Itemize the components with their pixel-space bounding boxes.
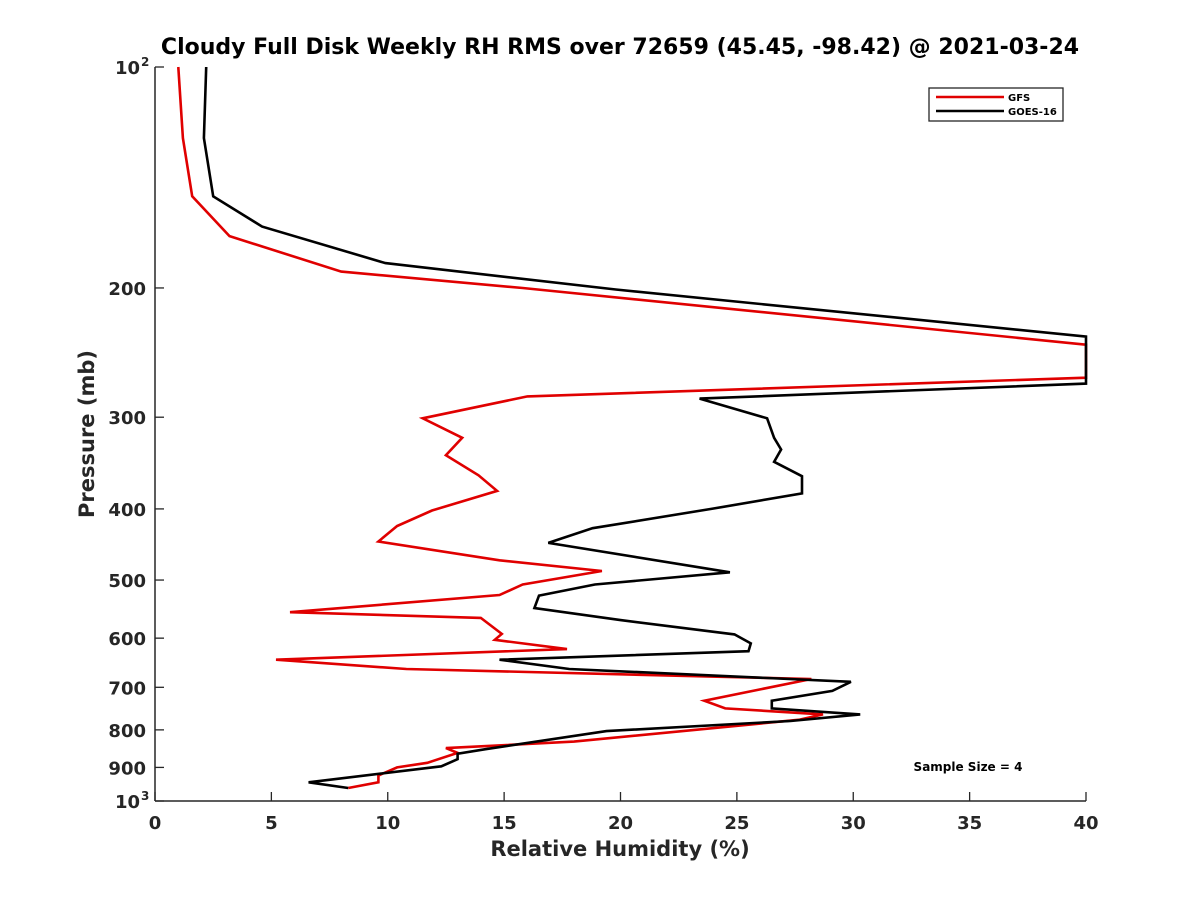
x-tick-label: 40 <box>1073 813 1098 834</box>
x-tick-label: 25 <box>724 813 749 834</box>
y-tick-label: 300 <box>108 408 146 429</box>
x-tick-label: 0 <box>149 813 162 834</box>
y-tick-label: 500 <box>108 571 146 592</box>
x-tick-label: 20 <box>608 813 633 834</box>
sample-size-annotation: Sample Size = 4 <box>914 760 1023 774</box>
y-tick-label: 10 <box>115 58 140 79</box>
y-tick-exponent: 3 <box>141 789 149 803</box>
legend: GFS GOES-16 <box>928 87 1064 122</box>
y-tick-label: 400 <box>108 500 146 521</box>
legend-box <box>928 87 1064 122</box>
series-layer <box>177 66 1088 790</box>
y-tick-label: 10 <box>115 792 140 813</box>
legend-label-goes-16: GOES-16 <box>1008 107 1057 118</box>
x-axis-label: Relative Humidity (%) <box>490 837 749 861</box>
y-axis-label: Pressure (mb) <box>75 350 99 518</box>
y-tick-label: 600 <box>108 629 146 650</box>
x-tick-label: 10 <box>375 813 400 834</box>
y-tick-exponent: 2 <box>141 55 149 69</box>
x-tick-label: 15 <box>492 813 517 834</box>
x-tick-label: 35 <box>957 813 982 834</box>
series-line-goes-16 <box>202 66 1088 790</box>
chart-title: Cloudy Full Disk Weekly RH RMS over 7265… <box>161 35 1079 60</box>
x-tick-label: 5 <box>265 813 278 834</box>
legend-label-gfs: GFS <box>1008 93 1030 104</box>
y-tick-label: 800 <box>108 721 146 742</box>
y-tick-label: 700 <box>108 678 146 699</box>
y-tick-label: 900 <box>108 758 146 779</box>
y-tick-label: 200 <box>108 279 146 300</box>
x-tick-label: 30 <box>841 813 866 834</box>
